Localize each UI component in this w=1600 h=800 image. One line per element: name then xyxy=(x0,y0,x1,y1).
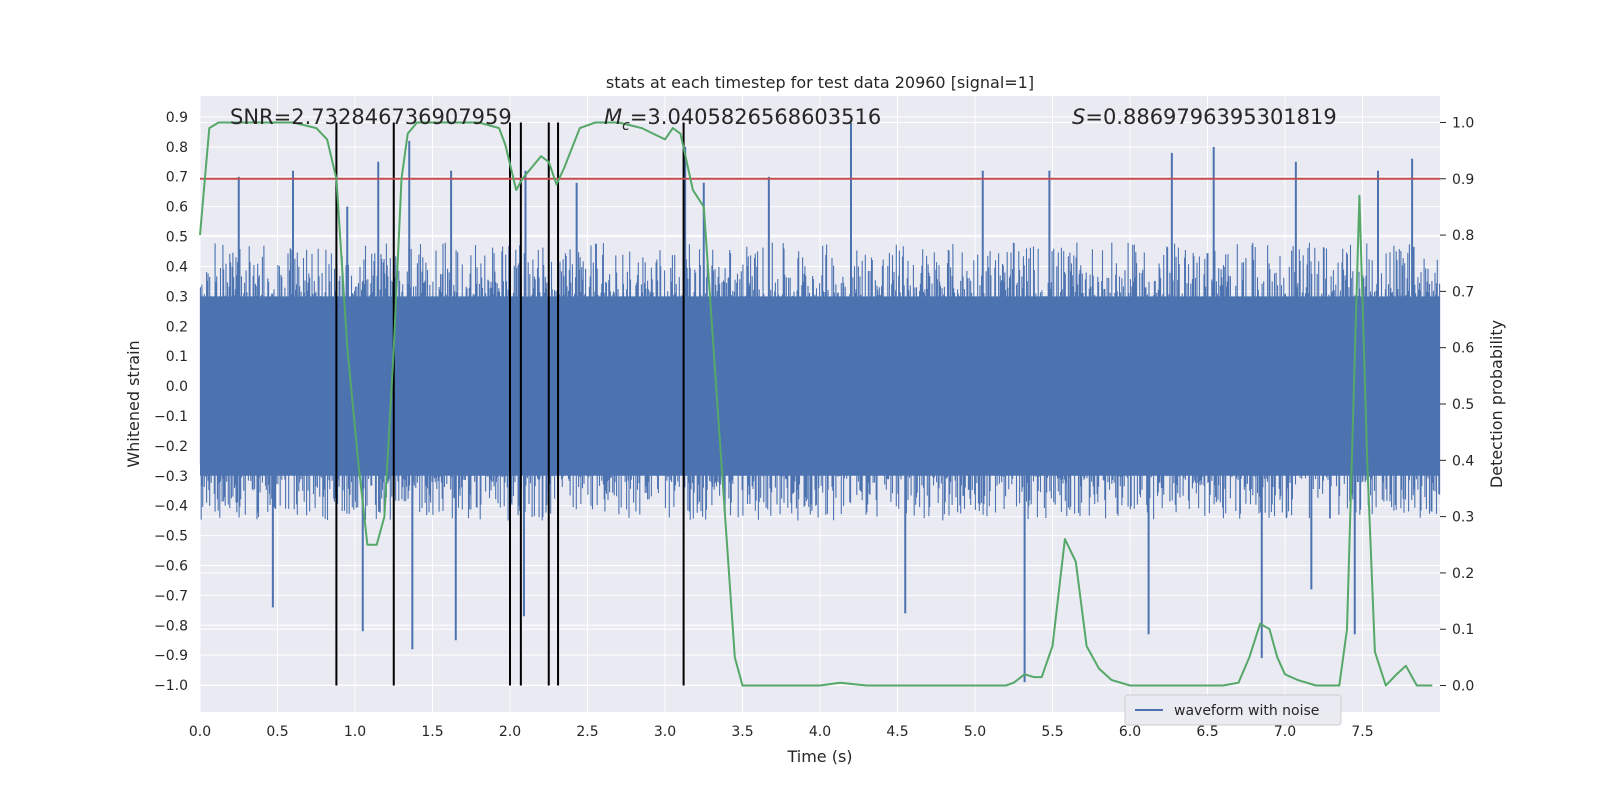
x-tick-label: 6.5 xyxy=(1196,724,1218,740)
y-tick-label: 0.3 xyxy=(166,289,188,305)
y-tick-label: −0.3 xyxy=(154,469,188,485)
x-tick-label: 5.5 xyxy=(1041,724,1063,740)
y-tick-label: 0.0 xyxy=(166,379,188,395)
probability-series xyxy=(199,121,1433,687)
y-tick-label: −0.5 xyxy=(154,529,188,545)
legend-entry: waveform with noise xyxy=(1174,703,1319,719)
x-axis-ticks: 0.0 0.5 1.0 1.5 2.0 2.5 3.0 3.5 4.0 4.5 5.0 5.5 6.0 6… xyxy=(189,724,1374,740)
y2-tick-label: 0.3 xyxy=(1452,510,1474,526)
x-tick-label: 5.0 xyxy=(964,724,986,740)
y2-axis-ticks: 1.0 0.9 0.8 0.7 0.6 0.5 0.4 0.3 0.2 0.1 0.0 xyxy=(1440,115,1474,695)
y2-tick-label: 0.4 xyxy=(1452,453,1474,469)
y-tick-label: −0.7 xyxy=(154,588,188,604)
y2-tick-label: 1.0 xyxy=(1452,115,1474,131)
y2-tick-label: 0.6 xyxy=(1452,341,1474,357)
y-tick-label: 0.8 xyxy=(166,140,188,156)
waveform-series xyxy=(199,122,1441,683)
y-axis-ticks: 0.9 0.8 0.7 0.6 0.5 0.4 0.3 0.2 0.1 0.0 −0.1 −0.2 −0… xyxy=(154,110,188,694)
y-tick-label: 0.9 xyxy=(166,110,188,126)
s-annotation: S=0.8869796395301819 xyxy=(1072,105,1337,129)
y2-tick-label: 0.0 xyxy=(1452,679,1474,695)
y-tick-label: 0.1 xyxy=(166,349,188,365)
y2-tick-label: 0.5 xyxy=(1452,397,1474,413)
y-tick-label: 0.2 xyxy=(166,319,188,335)
y2-tick-label: 0.2 xyxy=(1452,566,1474,582)
x-tick-label: 1.5 xyxy=(421,724,443,740)
y-tick-label: −0.8 xyxy=(154,618,188,634)
x-tick-label: 0.0 xyxy=(189,724,211,740)
y2-tick-label: 0.1 xyxy=(1452,622,1474,638)
probability-line xyxy=(199,121,1433,687)
y2-tick-label: 0.9 xyxy=(1452,172,1474,188)
y-tick-label: −0.2 xyxy=(154,439,188,455)
x-tick-label: 3.0 xyxy=(654,724,676,740)
x-tick-label: 4.5 xyxy=(886,724,908,740)
y-tick-label: −0.6 xyxy=(154,558,188,574)
y-tick-label: −0.9 xyxy=(154,648,188,664)
x-axis-label: Time (s) xyxy=(786,747,852,766)
x-tick-label: 4.0 xyxy=(809,724,831,740)
y2-tick-label: 0.8 xyxy=(1452,228,1474,244)
vertical-markers xyxy=(335,122,685,686)
x-tick-label: 2.5 xyxy=(576,724,598,740)
y2-axis-label: Detection probability xyxy=(1487,320,1506,488)
waveform-line xyxy=(199,242,1441,521)
x-tick-label: 7.5 xyxy=(1351,724,1373,740)
x-tick-label: 1.0 xyxy=(344,724,366,740)
y-tick-label: −0.1 xyxy=(154,409,188,425)
chart-title: stats at each timestep for test data 209… xyxy=(606,73,1034,92)
y-tick-label: 0.7 xyxy=(166,170,188,186)
y-axis-label: Whitened strain xyxy=(124,340,143,467)
y-tick-label: −1.0 xyxy=(154,678,188,694)
legend-box xyxy=(1124,694,1342,726)
chirp-mass-subscript: c xyxy=(622,118,630,134)
chirp-mass-value: =3.0405826568603516 xyxy=(630,105,881,129)
y-tick-label: 0.6 xyxy=(166,200,188,216)
x-tick-label: 2.0 xyxy=(499,724,521,740)
chirp-mass-symbol: M xyxy=(604,105,622,129)
y-tick-label: 0.5 xyxy=(166,230,188,246)
legend: waveform with noise xyxy=(1124,694,1342,726)
y-tick-label: −0.4 xyxy=(154,499,188,515)
x-tick-label: 3.5 xyxy=(731,724,753,740)
chirp-mass-annotation: Mc=3.0405826568603516 xyxy=(604,105,881,134)
snr-annotation: SNR=2.732846736907959 xyxy=(230,105,512,129)
s-symbol: S xyxy=(1072,105,1085,129)
x-tick-label: 6.0 xyxy=(1119,724,1141,740)
x-tick-label: 7.0 xyxy=(1274,724,1296,740)
y-tick-label: 0.4 xyxy=(166,259,188,275)
s-value: =0.8869796395301819 xyxy=(1085,105,1336,129)
x-tick-label: 0.5 xyxy=(266,724,288,740)
y2-tick-label: 0.7 xyxy=(1452,284,1474,300)
